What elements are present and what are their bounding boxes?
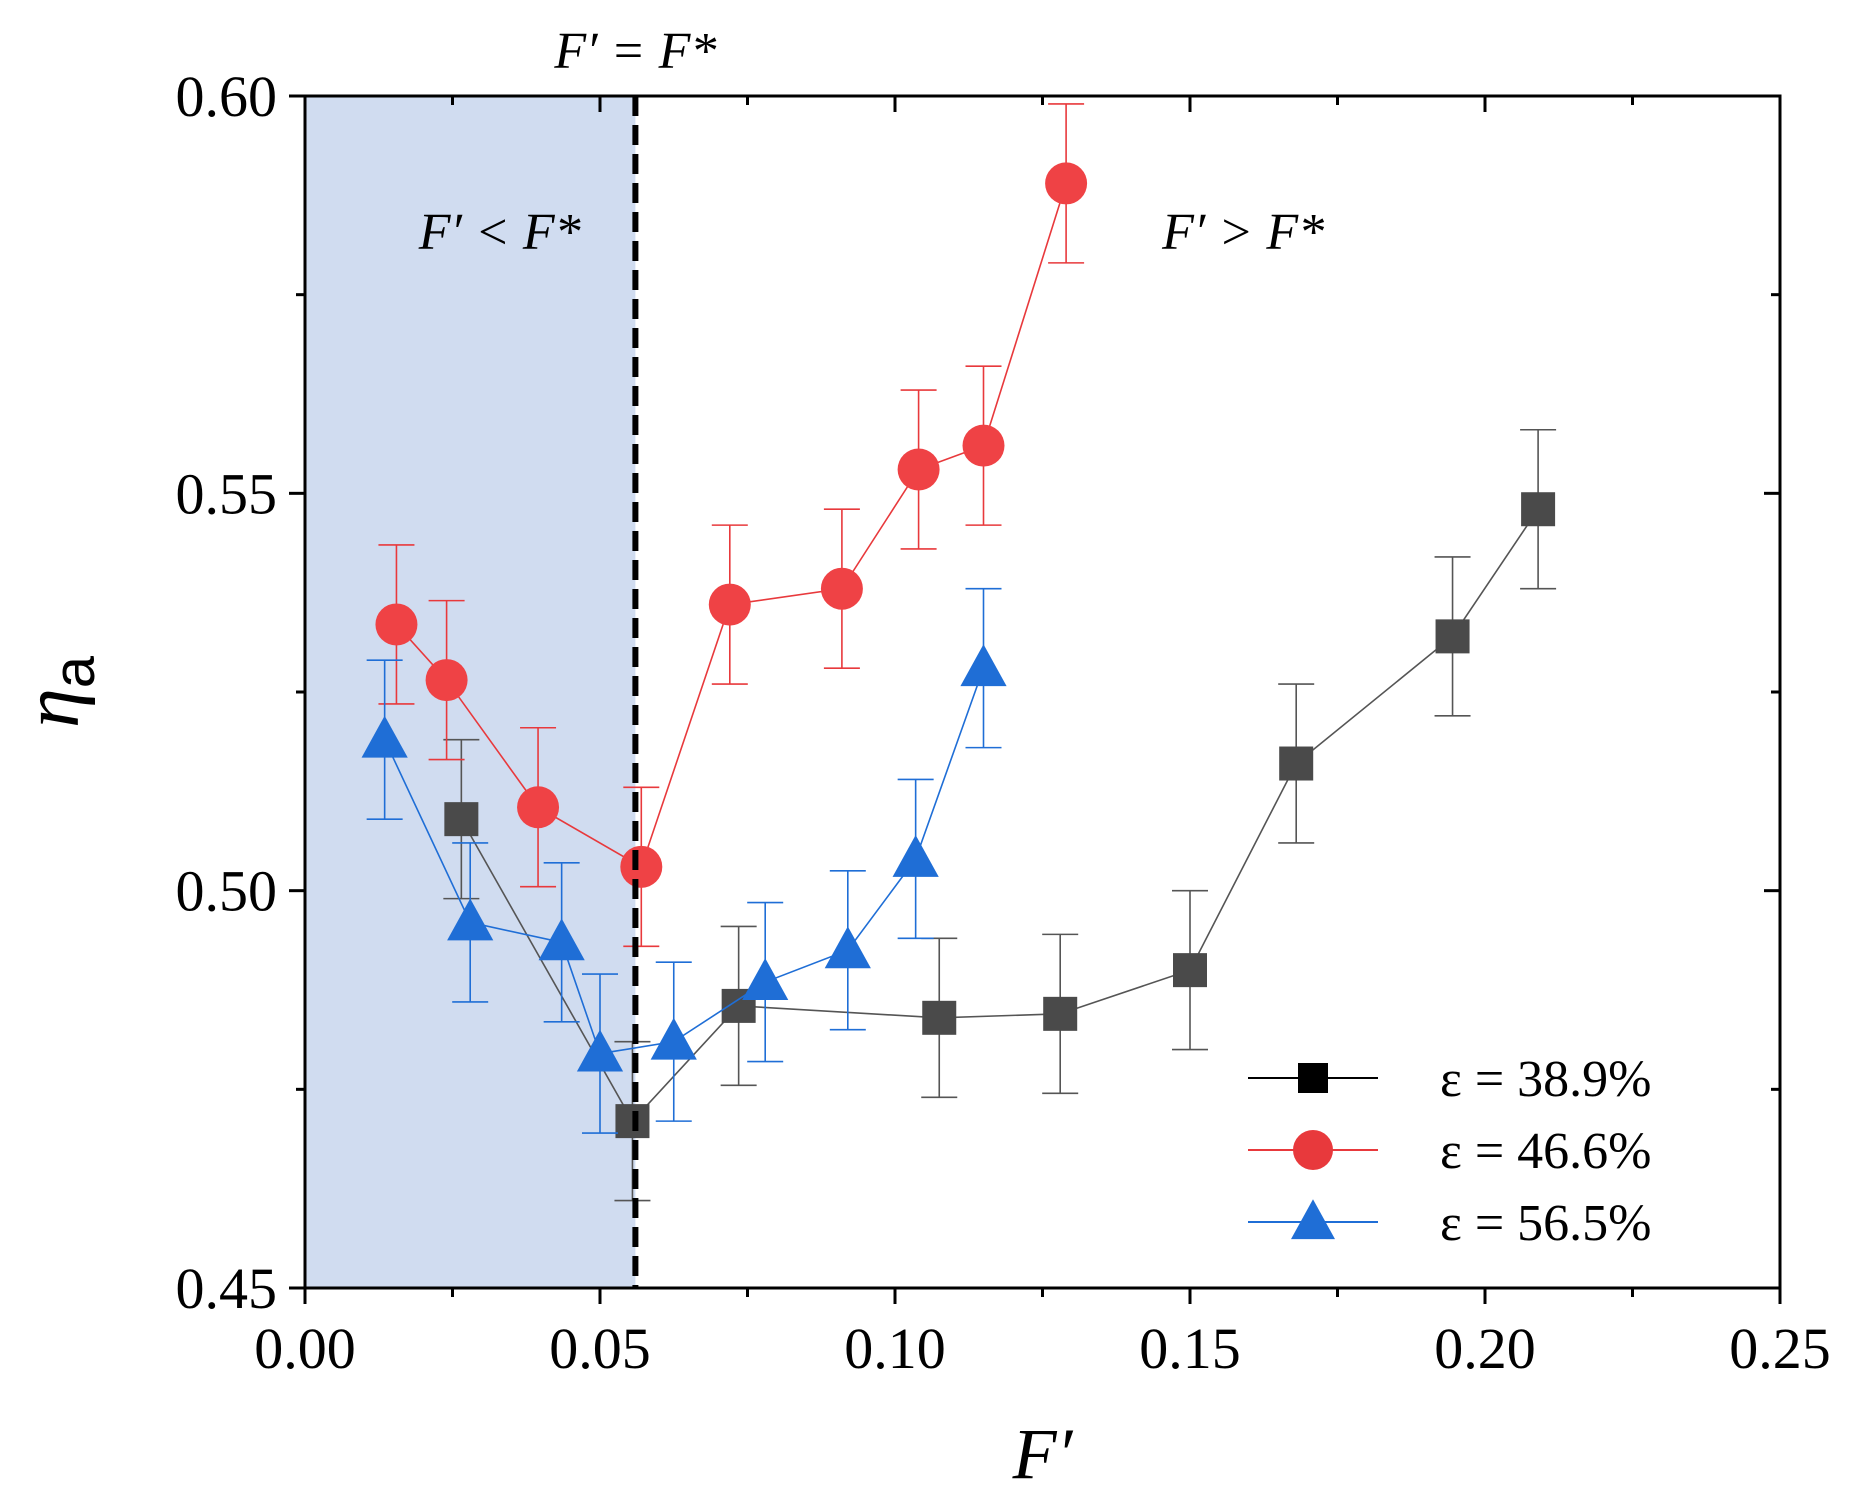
data-point (897, 448, 940, 491)
critical-line-label: F′ = F* (553, 23, 716, 80)
y-tick-label: 0.60 (176, 64, 278, 129)
data-point (650, 1017, 697, 1060)
x-tick-label: 0.00 (254, 1316, 356, 1381)
legend-label: ε = 46.6% (1440, 1123, 1651, 1180)
y-axis-title-subscript: a (42, 655, 107, 688)
data-point (1173, 953, 1207, 988)
x-tick-label: 0.05 (549, 1316, 651, 1381)
legend-marker (1291, 1199, 1335, 1240)
data-point (1043, 996, 1078, 1031)
legend-label: ε = 56.5% (1440, 1195, 1651, 1252)
data-point (820, 567, 863, 610)
data-point (375, 603, 418, 646)
data-point (708, 583, 751, 626)
data-point (576, 1029, 624, 1072)
legend-entry: ε = 38.9% (1248, 1051, 1651, 1108)
data-point (447, 898, 494, 941)
data-point (361, 715, 408, 758)
data-point (517, 786, 560, 829)
data-point (538, 918, 585, 961)
region-annotation: F′ > F* (1161, 204, 1324, 261)
legend-marker (1298, 1063, 1328, 1093)
x-tick-label: 0.25 (1729, 1316, 1831, 1381)
x-tick-label: 0.20 (1434, 1316, 1536, 1381)
legend-marker (1293, 1130, 1333, 1170)
shaded-region (305, 96, 636, 1288)
data-point (425, 659, 468, 702)
legend-entry: ε = 56.5% (1248, 1195, 1651, 1252)
x-tick-label: 0.15 (1139, 1316, 1241, 1381)
data-point (922, 1000, 957, 1035)
data-point (742, 958, 789, 1001)
data-point (1521, 492, 1556, 527)
x-tick-label: 0.10 (844, 1316, 946, 1381)
series-triangle (361, 587, 1007, 1134)
data-point (892, 834, 939, 877)
series-circle (375, 103, 1088, 948)
legend-entry: ε = 46.6% (1248, 1123, 1651, 1180)
data-point (1279, 746, 1314, 781)
y-tick-label: 0.45 (176, 1256, 278, 1321)
y-tick-label: 0.50 (176, 859, 278, 924)
x-axis-title: F′ (1012, 1414, 1074, 1494)
y-tick-label: 0.55 (176, 461, 278, 526)
data-point (824, 926, 871, 969)
legend-label: ε = 38.9% (1440, 1051, 1651, 1108)
data-point (620, 845, 663, 888)
data-point (962, 424, 1005, 467)
data-point (1045, 162, 1088, 205)
region-annotation: F′ < F* (418, 204, 581, 261)
data-point (960, 644, 1007, 687)
data-point (1435, 619, 1470, 654)
data-point (444, 802, 479, 837)
